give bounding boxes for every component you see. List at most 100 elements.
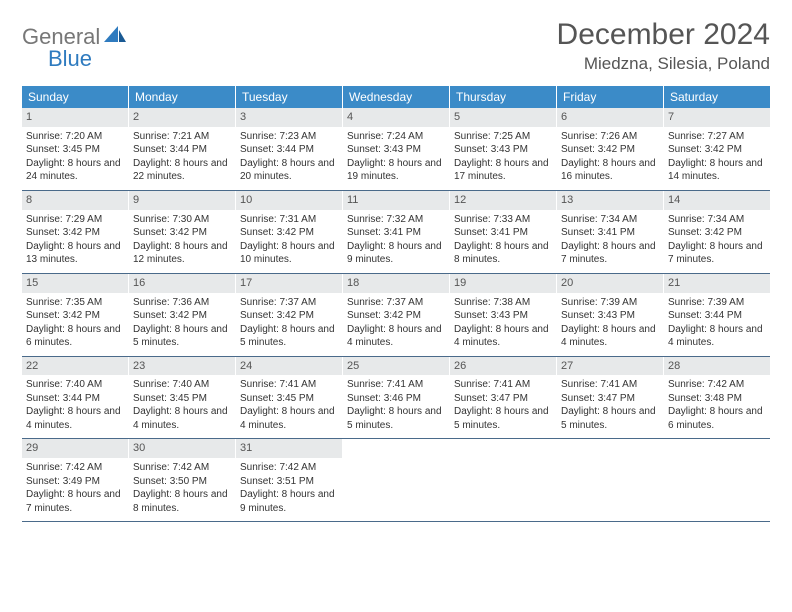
day-header: Saturday: [664, 86, 770, 108]
sunset-line: Sunset: 3:43 PM: [347, 143, 445, 157]
daylight-line: Daylight: 8 hours and 5 minutes.: [561, 405, 659, 432]
daylight-line: Daylight: 8 hours and 4 minutes.: [454, 323, 552, 350]
day-cell: 16Sunrise: 7:36 AMSunset: 3:42 PMDayligh…: [129, 274, 236, 356]
day-cell: 12Sunrise: 7:33 AMSunset: 3:41 PMDayligh…: [450, 191, 557, 273]
day-header: Monday: [129, 86, 236, 108]
day-number: 12: [450, 191, 556, 210]
sunrise-line: Sunrise: 7:34 AM: [561, 213, 659, 227]
day-cell: 1Sunrise: 7:20 AMSunset: 3:45 PMDaylight…: [22, 108, 129, 190]
sunrise-line: Sunrise: 7:33 AM: [454, 213, 552, 227]
day-body: Sunrise: 7:37 AMSunset: 3:42 PMDaylight:…: [343, 293, 449, 356]
daylight-line: Daylight: 8 hours and 24 minutes.: [26, 157, 124, 184]
sunrise-line: Sunrise: 7:31 AM: [240, 213, 338, 227]
day-body: Sunrise: 7:37 AMSunset: 3:42 PMDaylight:…: [236, 293, 342, 356]
calendar-grid: SundayMondayTuesdayWednesdayThursdayFrid…: [22, 86, 770, 522]
day-body: Sunrise: 7:27 AMSunset: 3:42 PMDaylight:…: [664, 127, 770, 190]
day-body: Sunrise: 7:21 AMSunset: 3:44 PMDaylight:…: [129, 127, 235, 190]
day-number: 30: [129, 439, 235, 458]
sunset-line: Sunset: 3:42 PM: [133, 309, 231, 323]
day-body: Sunrise: 7:20 AMSunset: 3:45 PMDaylight:…: [22, 127, 128, 190]
day-body: Sunrise: 7:38 AMSunset: 3:43 PMDaylight:…: [450, 293, 556, 356]
daylight-line: Daylight: 8 hours and 8 minutes.: [133, 488, 231, 515]
day-number: 31: [236, 439, 342, 458]
daylight-line: Daylight: 8 hours and 4 minutes.: [668, 323, 766, 350]
day-cell: 20Sunrise: 7:39 AMSunset: 3:43 PMDayligh…: [557, 274, 664, 356]
sunrise-line: Sunrise: 7:42 AM: [240, 461, 338, 475]
daylight-line: Daylight: 8 hours and 10 minutes.: [240, 240, 338, 267]
day-header-row: SundayMondayTuesdayWednesdayThursdayFrid…: [22, 86, 770, 108]
day-body: Sunrise: 7:41 AMSunset: 3:45 PMDaylight:…: [236, 375, 342, 438]
day-body: Sunrise: 7:25 AMSunset: 3:43 PMDaylight:…: [450, 127, 556, 190]
sunset-line: Sunset: 3:42 PM: [668, 226, 766, 240]
day-body: Sunrise: 7:42 AMSunset: 3:49 PMDaylight:…: [22, 458, 128, 521]
day-number: 29: [22, 439, 128, 458]
page-header: General Blue December 2024 Miedzna, Sile…: [22, 18, 770, 74]
day-cell: 2Sunrise: 7:21 AMSunset: 3:44 PMDaylight…: [129, 108, 236, 190]
location-subtitle: Miedzna, Silesia, Poland: [557, 54, 770, 74]
sunrise-line: Sunrise: 7:25 AM: [454, 130, 552, 144]
day-number: 28: [664, 357, 770, 376]
day-number: 26: [450, 357, 556, 376]
day-cell: 14Sunrise: 7:34 AMSunset: 3:42 PMDayligh…: [664, 191, 770, 273]
day-cell: 28Sunrise: 7:42 AMSunset: 3:48 PMDayligh…: [664, 357, 770, 439]
week-row: 1Sunrise: 7:20 AMSunset: 3:45 PMDaylight…: [22, 108, 770, 191]
sunrise-line: Sunrise: 7:30 AM: [133, 213, 231, 227]
day-number: 24: [236, 357, 342, 376]
day-cell: 11Sunrise: 7:32 AMSunset: 3:41 PMDayligh…: [343, 191, 450, 273]
sunset-line: Sunset: 3:44 PM: [133, 143, 231, 157]
sunset-line: Sunset: 3:47 PM: [561, 392, 659, 406]
sunrise-line: Sunrise: 7:32 AM: [347, 213, 445, 227]
sunrise-line: Sunrise: 7:41 AM: [240, 378, 338, 392]
day-cell: 17Sunrise: 7:37 AMSunset: 3:42 PMDayligh…: [236, 274, 343, 356]
day-number: 4: [343, 108, 449, 127]
day-cell: 5Sunrise: 7:25 AMSunset: 3:43 PMDaylight…: [450, 108, 557, 190]
day-cell: 23Sunrise: 7:40 AMSunset: 3:45 PMDayligh…: [129, 357, 236, 439]
day-body: Sunrise: 7:34 AMSunset: 3:42 PMDaylight:…: [664, 210, 770, 273]
sunrise-line: Sunrise: 7:21 AM: [133, 130, 231, 144]
daylight-line: Daylight: 8 hours and 4 minutes.: [26, 405, 124, 432]
daylight-line: Daylight: 8 hours and 20 minutes.: [240, 157, 338, 184]
daylight-line: Daylight: 8 hours and 9 minutes.: [240, 488, 338, 515]
sunrise-line: Sunrise: 7:24 AM: [347, 130, 445, 144]
sunset-line: Sunset: 3:42 PM: [240, 226, 338, 240]
day-cell: 21Sunrise: 7:39 AMSunset: 3:44 PMDayligh…: [664, 274, 770, 356]
day-number: 6: [557, 108, 663, 127]
day-cell: 9Sunrise: 7:30 AMSunset: 3:42 PMDaylight…: [129, 191, 236, 273]
sunset-line: Sunset: 3:41 PM: [347, 226, 445, 240]
day-body: Sunrise: 7:33 AMSunset: 3:41 PMDaylight:…: [450, 210, 556, 273]
sunrise-line: Sunrise: 7:39 AM: [561, 296, 659, 310]
day-body: Sunrise: 7:35 AMSunset: 3:42 PMDaylight:…: [22, 293, 128, 356]
daylight-line: Daylight: 8 hours and 8 minutes.: [454, 240, 552, 267]
sunset-line: Sunset: 3:44 PM: [26, 392, 124, 406]
daylight-line: Daylight: 8 hours and 16 minutes.: [561, 157, 659, 184]
day-body: Sunrise: 7:24 AMSunset: 3:43 PMDaylight:…: [343, 127, 449, 190]
day-body: Sunrise: 7:41 AMSunset: 3:46 PMDaylight:…: [343, 375, 449, 438]
daylight-line: Daylight: 8 hours and 7 minutes.: [668, 240, 766, 267]
week-row: 15Sunrise: 7:35 AMSunset: 3:42 PMDayligh…: [22, 274, 770, 357]
title-block: December 2024 Miedzna, Silesia, Poland: [557, 18, 770, 74]
sunrise-line: Sunrise: 7:23 AM: [240, 130, 338, 144]
sunrise-line: Sunrise: 7:34 AM: [668, 213, 766, 227]
sunset-line: Sunset: 3:45 PM: [240, 392, 338, 406]
sunset-line: Sunset: 3:47 PM: [454, 392, 552, 406]
day-cell: 31Sunrise: 7:42 AMSunset: 3:51 PMDayligh…: [236, 439, 343, 521]
day-number: 22: [22, 357, 128, 376]
sunrise-line: Sunrise: 7:37 AM: [347, 296, 445, 310]
day-body: Sunrise: 7:40 AMSunset: 3:45 PMDaylight:…: [129, 375, 235, 438]
day-number: 3: [236, 108, 342, 127]
day-header: Tuesday: [236, 86, 343, 108]
daylight-line: Daylight: 8 hours and 14 minutes.: [668, 157, 766, 184]
day-header: Friday: [557, 86, 664, 108]
day-number: 11: [343, 191, 449, 210]
day-body: Sunrise: 7:29 AMSunset: 3:42 PMDaylight:…: [22, 210, 128, 273]
sunset-line: Sunset: 3:42 PM: [26, 226, 124, 240]
day-body: Sunrise: 7:36 AMSunset: 3:42 PMDaylight:…: [129, 293, 235, 356]
day-number: 8: [22, 191, 128, 210]
sunrise-line: Sunrise: 7:42 AM: [26, 461, 124, 475]
sunset-line: Sunset: 3:41 PM: [561, 226, 659, 240]
day-number: 20: [557, 274, 663, 293]
week-row: 8Sunrise: 7:29 AMSunset: 3:42 PMDaylight…: [22, 191, 770, 274]
day-number: 5: [450, 108, 556, 127]
day-number: 25: [343, 357, 449, 376]
day-body: Sunrise: 7:42 AMSunset: 3:51 PMDaylight:…: [236, 458, 342, 521]
